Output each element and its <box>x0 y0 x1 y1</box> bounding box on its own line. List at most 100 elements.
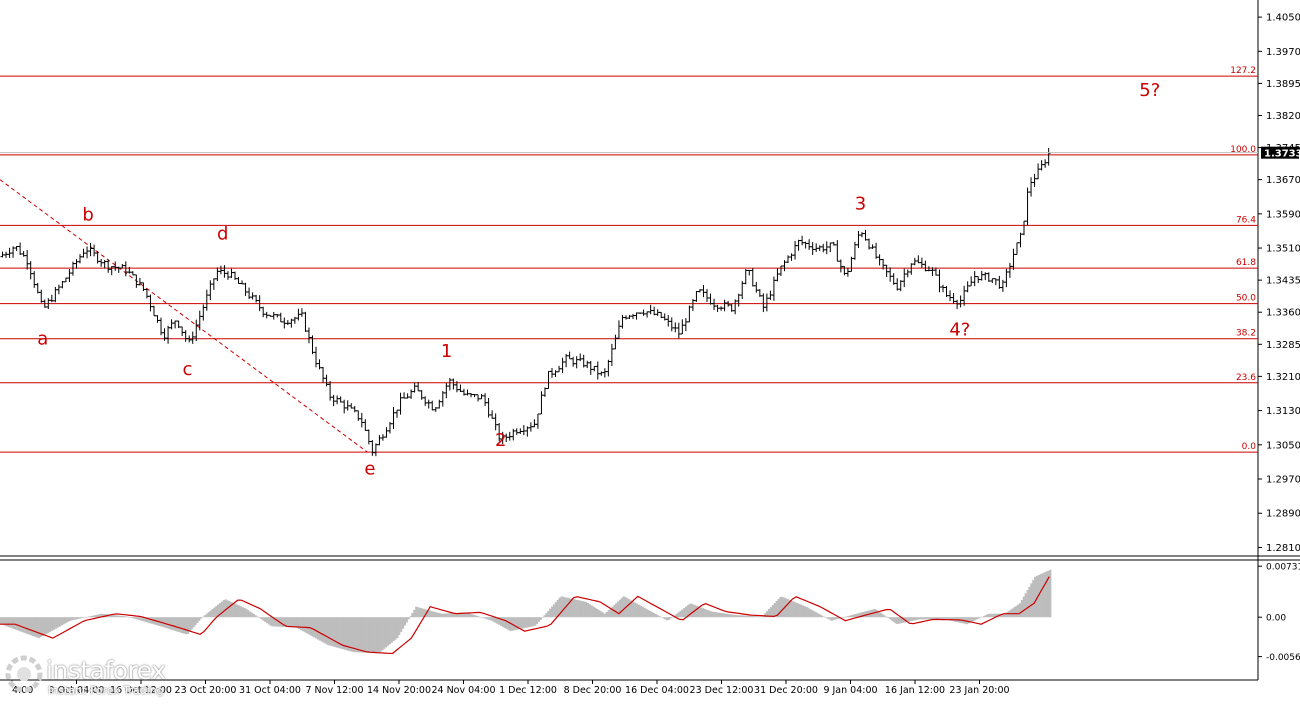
oscillator-bar <box>760 616 763 618</box>
oscillator-bar <box>401 617 405 629</box>
oscillator-bar <box>430 610 433 618</box>
oscillator-bar <box>186 617 190 634</box>
oscillator-bar <box>622 596 625 618</box>
oscillator-bar <box>584 601 588 618</box>
oscillator-bar <box>260 617 263 620</box>
oscillator-bar <box>535 617 539 625</box>
oscillator-bar <box>1026 590 1029 618</box>
oscillator-bar <box>586 603 590 618</box>
oscillator-bar <box>426 609 429 618</box>
oscillator-bar <box>120 615 123 618</box>
oscillator-bar <box>1015 605 1018 618</box>
oscillator-bar <box>460 612 463 618</box>
oscillator-bar <box>807 608 810 618</box>
oscillator-bar <box>200 617 203 619</box>
oscillator-bar <box>856 613 859 618</box>
oscillator-bar <box>845 616 848 618</box>
oscillator-bar <box>60 617 63 626</box>
oscillator-bar <box>469 613 473 618</box>
oscillator-bar <box>341 617 344 650</box>
oscillator-bar <box>384 617 388 648</box>
oscillator-bar <box>862 611 865 618</box>
oscillator-bar <box>22 617 25 633</box>
oscillator-bar <box>1024 593 1027 618</box>
oscillator-bar <box>541 617 544 618</box>
oscillator-bar <box>617 601 620 618</box>
oscillator-bar <box>350 617 354 652</box>
oscillator-bar <box>800 604 803 618</box>
oscillator-bar <box>33 617 37 637</box>
oscillator-bar <box>707 610 710 618</box>
y-tick-label: 1.3510 <box>1266 244 1300 255</box>
oscillator-bar <box>620 598 624 618</box>
y-tick-label: 1.2970 <box>1266 475 1300 486</box>
oscillator-bar <box>498 617 501 625</box>
x-tick-label: 1 Dec 12:00 <box>499 685 557 696</box>
oscillator-bar <box>428 610 431 618</box>
oscillator-bar <box>551 606 554 618</box>
oscillator-bar <box>135 617 139 620</box>
oscillator-bar <box>239 606 242 618</box>
fib-level-label: 127.2 <box>1230 66 1256 76</box>
oscillator-bar <box>415 606 418 618</box>
oscillator-bar <box>467 613 471 618</box>
oscillator-bar <box>481 617 484 618</box>
oscillator-bar <box>143 617 146 622</box>
oscillator-bar <box>701 608 705 618</box>
oscillator-bar <box>886 617 890 618</box>
oscillator-bar <box>64 617 67 624</box>
oscillator-bar <box>420 608 424 618</box>
oscillator-bar <box>269 617 273 626</box>
oscillator-bar <box>609 608 612 618</box>
oscillator-bar <box>777 598 780 618</box>
oscillator-bar <box>534 617 537 626</box>
oscillator-bar <box>918 617 922 620</box>
current-price-box <box>1261 146 1299 159</box>
oscillator-bar <box>24 617 27 634</box>
oscillator-bar <box>751 615 754 618</box>
oscillator-bar <box>688 603 691 618</box>
oscillator-bar <box>413 609 416 618</box>
oscillator-bar <box>92 615 95 618</box>
oscillator-bar <box>935 617 939 620</box>
oscillator-bar <box>1001 613 1005 618</box>
oscillator-bar <box>166 617 169 629</box>
oscillator-bar <box>860 612 863 618</box>
oscillator-bar <box>296 617 299 629</box>
oscillator-bar <box>639 605 642 618</box>
oscillator-bar <box>115 615 118 618</box>
oscillator-bar <box>71 617 74 621</box>
oscillator-bar <box>615 603 618 618</box>
oscillator-bar <box>705 609 708 618</box>
oscillator-bar <box>794 602 797 618</box>
oscillator-bar <box>515 617 518 630</box>
oscillator-bar <box>352 617 356 653</box>
oscillator-bar <box>390 617 393 643</box>
oscillator-bar <box>969 617 973 623</box>
oscillator-bar <box>45 617 48 634</box>
oscillator-bar <box>820 615 824 618</box>
oscillator-bar <box>947 617 950 621</box>
oscillator-bar <box>592 606 595 618</box>
oscillator-bar <box>273 617 276 627</box>
oscillator-bar <box>696 605 699 618</box>
oscillator-bar <box>294 617 297 628</box>
oscillator-bar <box>652 613 656 618</box>
oscillator-bar <box>928 617 931 620</box>
oscillator-bar <box>190 617 193 630</box>
oscillator-bar <box>11 617 14 629</box>
oscillator-bar <box>986 614 990 618</box>
oscillator-bar <box>1037 575 1041 618</box>
logo-tagline: Instant Forex Trading <box>48 684 164 697</box>
oscillator-bar <box>462 612 465 618</box>
oscillator-bar <box>739 615 742 618</box>
oscillator-bar <box>375 617 378 654</box>
oscillator-bar <box>543 615 546 618</box>
oscillator-bar <box>737 615 741 618</box>
oscillator-bar <box>124 616 127 618</box>
oscillator-bar <box>434 611 437 618</box>
oscillator-bar <box>69 617 73 621</box>
oscillator-bar <box>588 604 591 618</box>
oscillator-bar <box>203 615 206 618</box>
oscillator-bar <box>990 613 993 618</box>
